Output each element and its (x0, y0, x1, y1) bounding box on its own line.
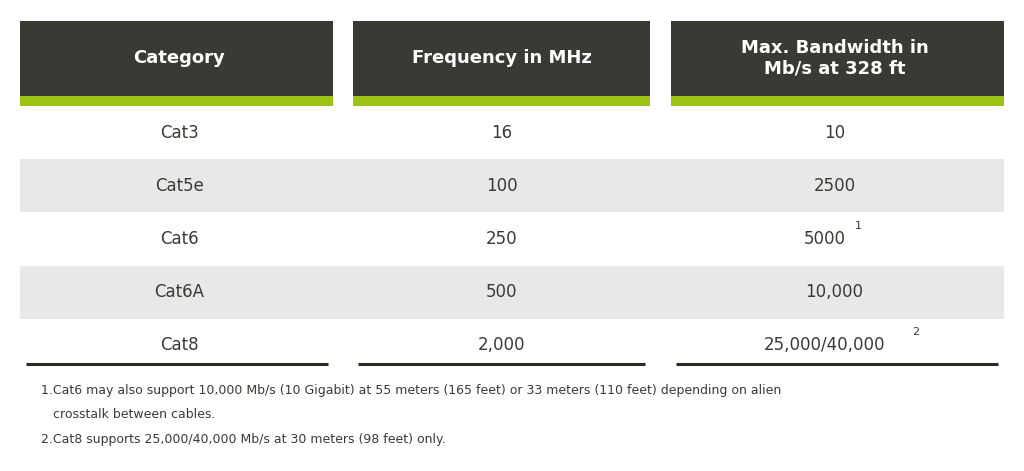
Text: Cat3: Cat3 (160, 123, 199, 142)
Text: Max. Bandwidth in
Mb/s at 328 ft: Max. Bandwidth in Mb/s at 328 ft (740, 39, 929, 78)
Text: Frequency in MHz: Frequency in MHz (412, 49, 592, 67)
FancyBboxPatch shape (671, 96, 1004, 106)
FancyBboxPatch shape (353, 21, 650, 96)
FancyBboxPatch shape (20, 21, 333, 96)
FancyBboxPatch shape (20, 212, 1004, 266)
Text: 25,000/40,000: 25,000/40,000 (764, 336, 885, 355)
Text: 250: 250 (486, 230, 517, 248)
FancyBboxPatch shape (20, 319, 1004, 372)
FancyBboxPatch shape (353, 96, 650, 106)
Text: Cat6A: Cat6A (155, 283, 204, 301)
Text: 2,000: 2,000 (478, 336, 525, 355)
Text: crosstalk between cables.: crosstalk between cables. (41, 408, 215, 422)
FancyBboxPatch shape (20, 159, 1004, 212)
Text: Cat6: Cat6 (160, 230, 199, 248)
Text: Cat5e: Cat5e (155, 177, 204, 195)
Text: 1: 1 (855, 221, 862, 231)
Text: 10: 10 (824, 123, 845, 142)
Text: 2500: 2500 (813, 177, 856, 195)
Text: 100: 100 (486, 177, 517, 195)
FancyBboxPatch shape (20, 106, 1004, 159)
FancyBboxPatch shape (20, 266, 1004, 319)
Text: Cat8: Cat8 (160, 336, 199, 355)
Text: 16: 16 (492, 123, 512, 142)
Text: 500: 500 (486, 283, 517, 301)
Text: 2.Cat8 supports 25,000/40,000 Mb/s at 30 meters (98 feet) only.: 2.Cat8 supports 25,000/40,000 Mb/s at 30… (41, 433, 445, 446)
Text: 1.Cat6 may also support 10,000 Mb/s (10 Gigabit) at 55 meters (165 feet) or 33 m: 1.Cat6 may also support 10,000 Mb/s (10 … (41, 384, 781, 397)
FancyBboxPatch shape (20, 96, 333, 106)
Text: 2: 2 (912, 327, 920, 337)
Text: 10,000: 10,000 (806, 283, 863, 301)
FancyBboxPatch shape (671, 21, 1004, 96)
Text: Category: Category (133, 49, 225, 67)
Text: 5000: 5000 (803, 230, 846, 248)
